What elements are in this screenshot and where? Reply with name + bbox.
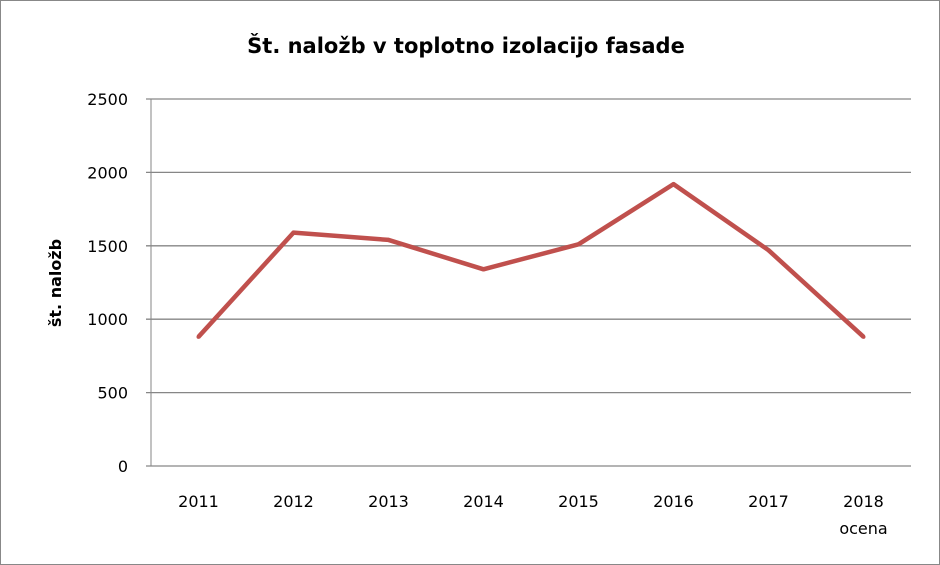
data-point — [196, 334, 201, 339]
y-tick-label: 500 — [97, 384, 128, 403]
x-tick-label: 2018 — [843, 492, 884, 511]
x-tick-label: 2016 — [653, 492, 694, 511]
x-tick-label: 2012 — [273, 492, 314, 511]
y-tick-label: 1000 — [87, 310, 128, 329]
series-line — [196, 181, 866, 339]
x-tick-label: 2014 — [463, 492, 504, 511]
data-point — [291, 230, 296, 235]
y-tick-label: 1500 — [87, 237, 128, 256]
y-tick-label: 2000 — [87, 163, 128, 182]
y-tick-label: 2500 — [87, 90, 128, 109]
chart-title: Št. naložb v toplotno izolacijo fasade — [247, 33, 685, 58]
x-tick-label: 2015 — [558, 492, 599, 511]
data-point — [671, 182, 676, 187]
data-point — [481, 267, 486, 272]
data-point — [386, 237, 391, 242]
x-tick-label: 2017 — [748, 492, 789, 511]
data-point — [766, 248, 771, 253]
y-tick-label: 0 — [118, 457, 128, 476]
data-point — [861, 334, 866, 339]
y-axis-label: št. naložb — [46, 239, 65, 327]
x-tick-label: ocena — [839, 519, 887, 538]
data-point — [576, 242, 581, 247]
x-tick-label: 2011 — [178, 492, 219, 511]
x-tick-label: 2013 — [368, 492, 409, 511]
